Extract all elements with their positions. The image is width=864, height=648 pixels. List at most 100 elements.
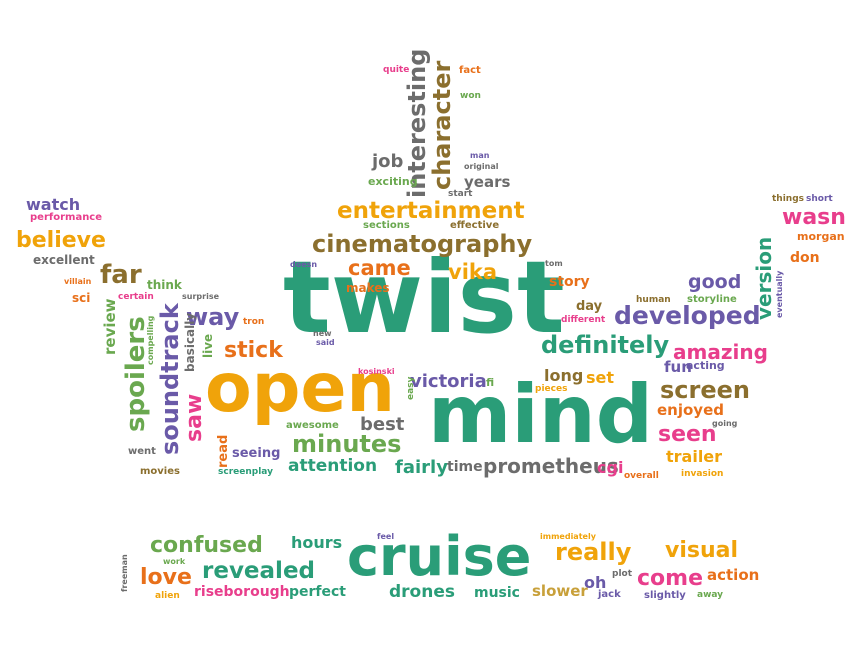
word: drones (389, 582, 455, 602)
word: minutes (292, 430, 402, 458)
word: set (586, 368, 615, 387)
word: performance (30, 212, 103, 223)
word: riseborough (194, 584, 290, 600)
word: cruise (347, 525, 532, 588)
word: human (636, 295, 671, 305)
word: vika (448, 260, 498, 284)
word: acting (686, 359, 725, 372)
word: man (470, 151, 490, 160)
word: action (707, 566, 760, 584)
word: hours (291, 533, 343, 552)
word: new (313, 329, 332, 338)
word: job (372, 151, 404, 172)
word: alien (155, 591, 180, 601)
word: come (637, 566, 703, 591)
word: movies (140, 466, 180, 477)
word: believe (16, 228, 106, 253)
word: day (576, 299, 603, 314)
word: story (549, 274, 590, 290)
word: open (205, 349, 395, 428)
word: review (101, 298, 119, 355)
word: far (100, 260, 142, 290)
word: different (561, 315, 606, 325)
word: character (428, 60, 456, 190)
word: twist (283, 239, 565, 356)
word: won (460, 91, 481, 101)
word: victoria (410, 371, 487, 392)
word: villain (64, 277, 92, 286)
word: came (348, 256, 411, 280)
word: fun (664, 358, 692, 376)
word: visual (665, 538, 739, 563)
word: prometheus (483, 454, 619, 478)
word: oh (584, 573, 607, 592)
word: best (360, 414, 405, 435)
word: makes (346, 281, 390, 295)
word: screenplay (218, 467, 273, 477)
word: enjoyed (657, 401, 724, 419)
word: overall (624, 471, 659, 481)
word: attention (288, 456, 378, 476)
word: sci (72, 291, 91, 305)
word: time (447, 459, 483, 475)
word: watch (26, 195, 81, 214)
word: excellent (33, 253, 95, 267)
word: entertainment (337, 198, 525, 224)
word: pieces (535, 384, 568, 394)
word: trailer (666, 447, 723, 466)
word: certain (118, 292, 154, 302)
word: soundtrack (156, 303, 184, 455)
word: music (474, 585, 520, 601)
word: feel (377, 532, 395, 541)
word: amazing (673, 340, 768, 364)
word: tron (243, 317, 265, 327)
word: years (464, 173, 511, 191)
word: definitely (541, 331, 670, 359)
word: version (752, 236, 776, 320)
word: good (688, 271, 742, 293)
word: away (697, 590, 724, 600)
word: morgan (797, 230, 845, 243)
word: cgi (597, 458, 624, 477)
word: original (464, 162, 499, 171)
word: revealed (202, 558, 316, 584)
word: awesome (286, 420, 339, 431)
word: think (147, 278, 182, 292)
word: fi (486, 376, 495, 389)
word: confused (150, 533, 263, 558)
word: sections (363, 220, 410, 231)
word: saw (182, 393, 207, 442)
word: long (544, 366, 584, 385)
word: compelling (146, 315, 155, 365)
word: fairly (395, 457, 448, 478)
word: tom (545, 259, 563, 268)
word: cinematography (312, 230, 533, 258)
word: freeman (120, 554, 129, 592)
word: love (140, 565, 192, 590)
word: read (216, 434, 231, 468)
word: effective (450, 220, 500, 231)
word: doesn (290, 260, 318, 269)
word: jack (598, 589, 621, 600)
word: way (186, 303, 240, 331)
word: quite (383, 65, 410, 75)
word: went (128, 446, 156, 457)
word: said (316, 338, 335, 347)
word: things (772, 194, 805, 204)
word: exciting (368, 175, 418, 188)
word: really (555, 538, 632, 566)
word: slightly (644, 590, 686, 601)
word: screen (660, 376, 750, 404)
word: seeing (232, 446, 281, 461)
word: plot (612, 569, 633, 579)
word: short (806, 194, 833, 204)
word: perfect (289, 584, 346, 600)
word: easy (406, 376, 416, 400)
word: storyline (687, 294, 737, 305)
word: slower (532, 582, 588, 600)
word: basically (183, 312, 197, 372)
word: fact (459, 65, 481, 76)
word: seen (658, 422, 717, 447)
word: eventually (775, 270, 784, 318)
